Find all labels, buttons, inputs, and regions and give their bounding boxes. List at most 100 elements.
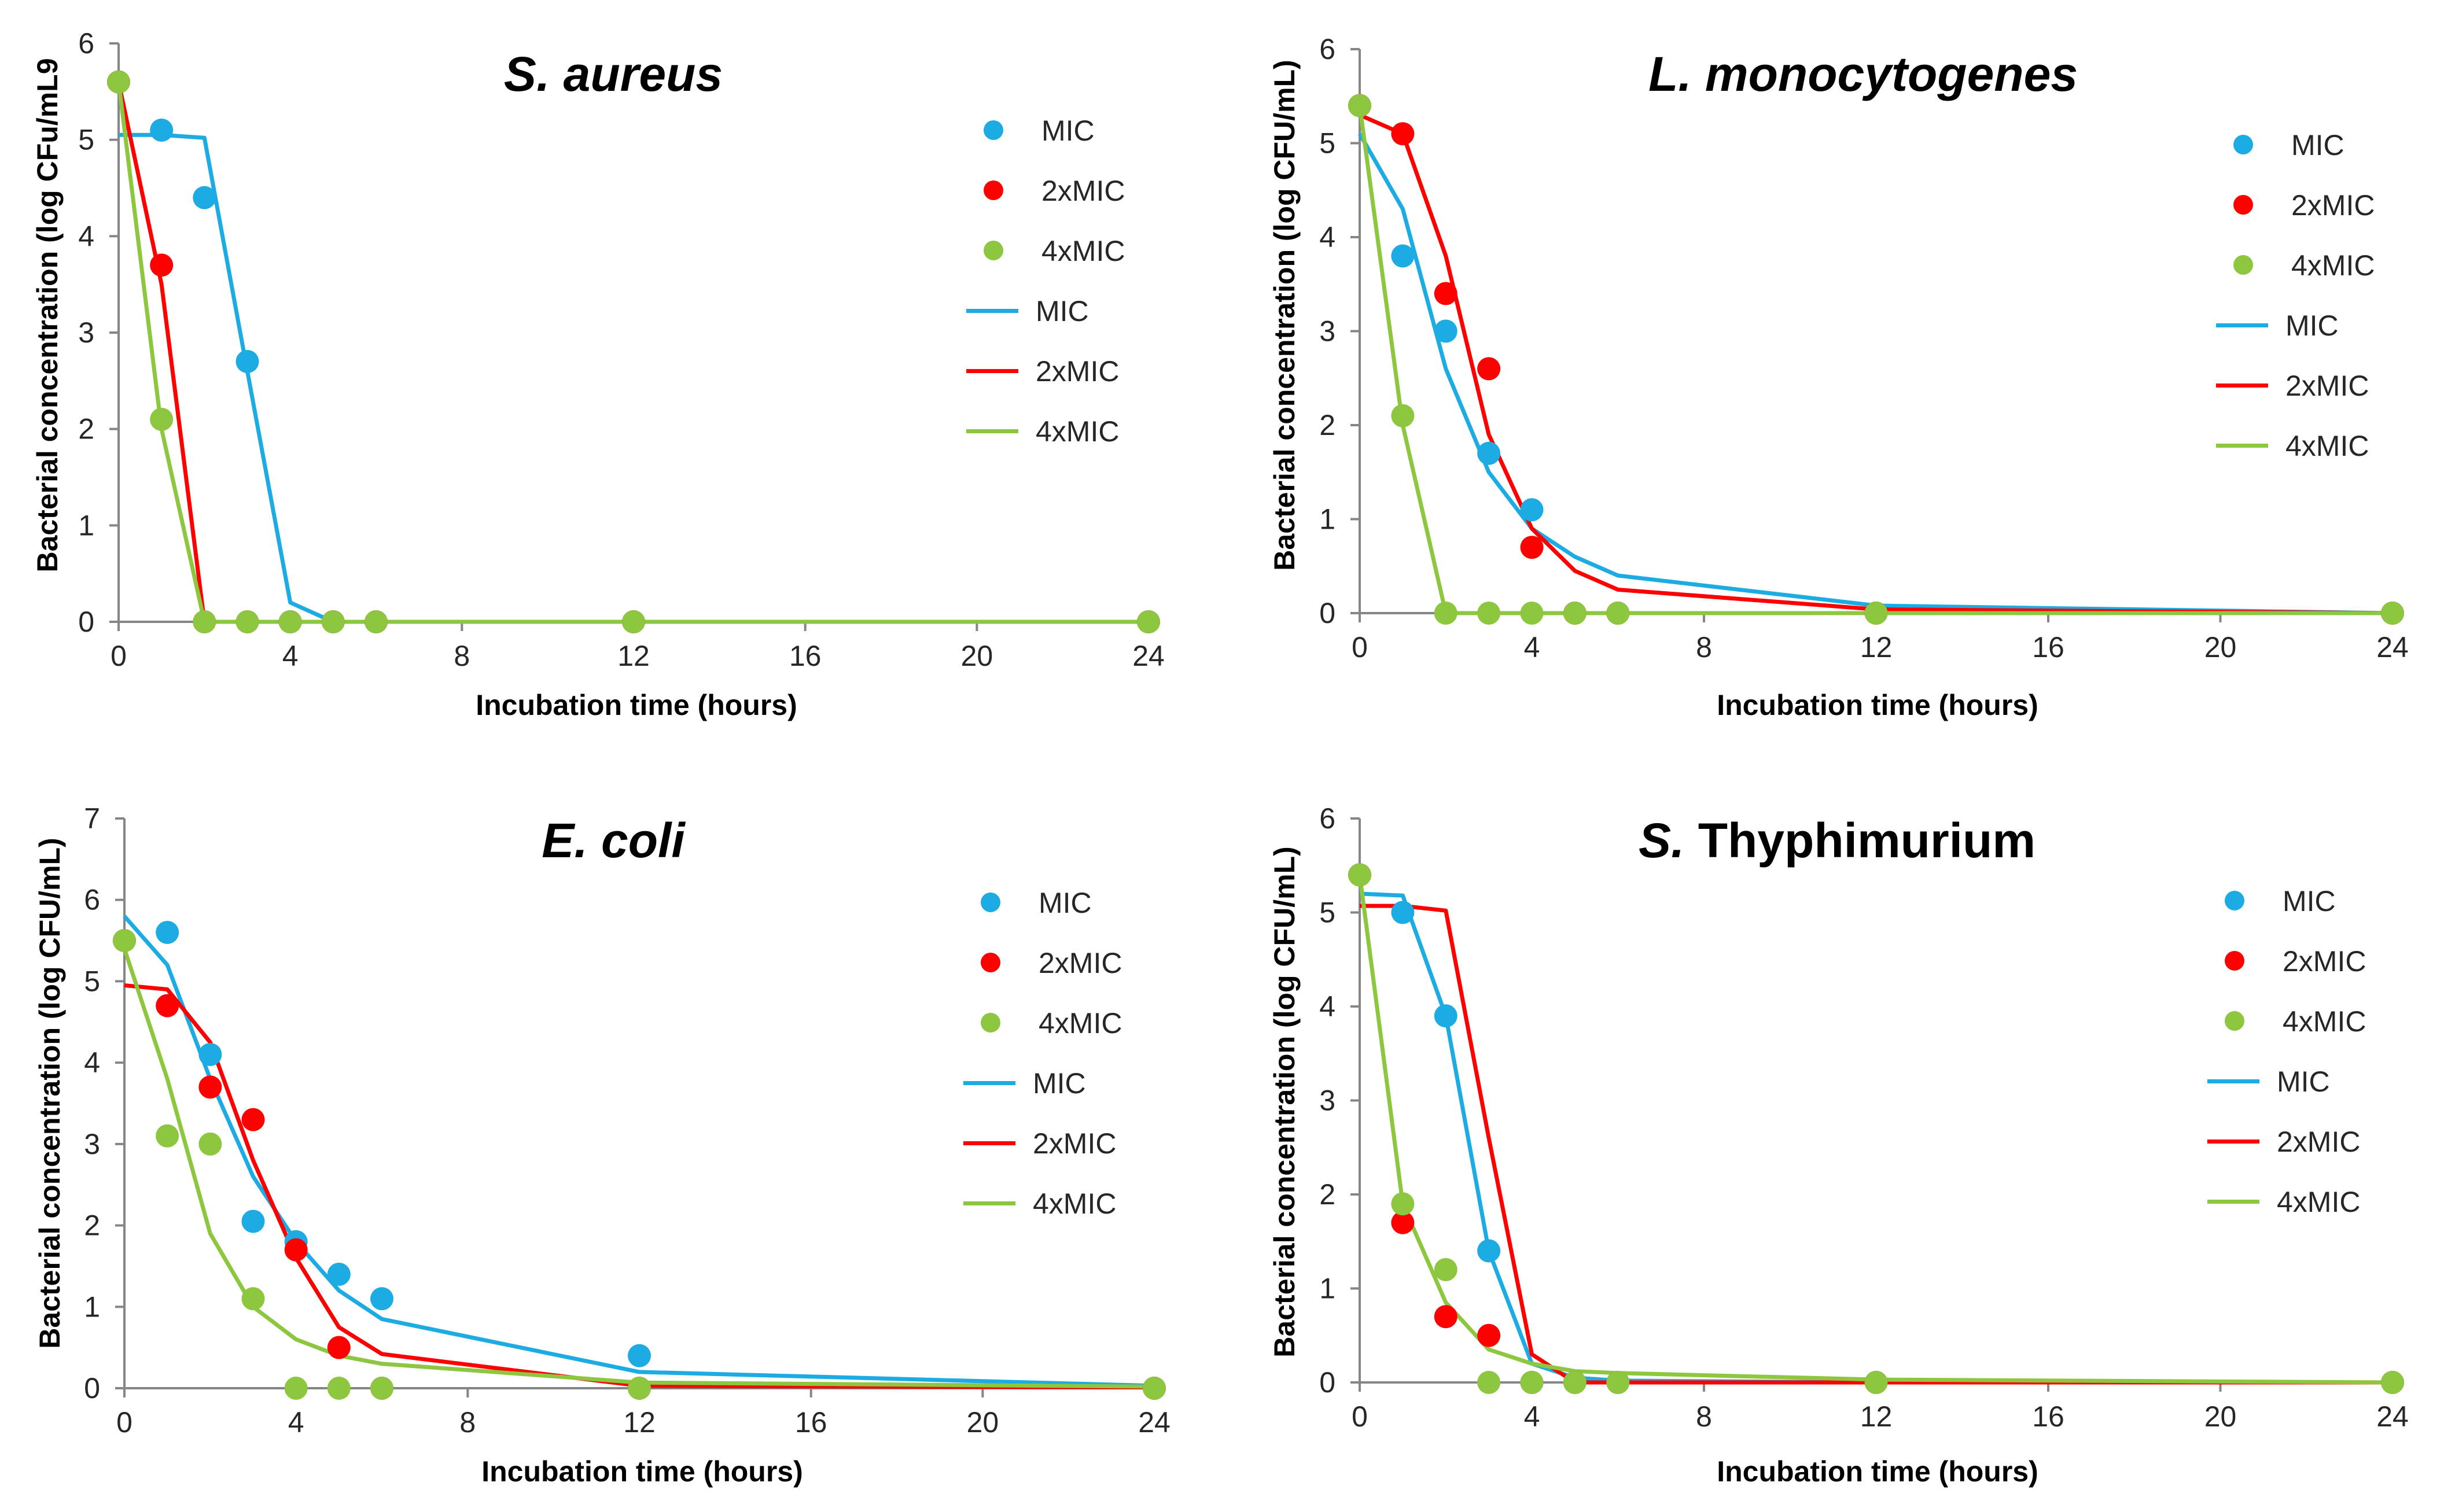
y-tick-label: 1	[84, 1290, 100, 1323]
legend-label: 4xMIC	[2277, 1186, 2361, 1218]
x-axis-label: Incubation time (hours)	[1717, 1455, 2038, 1488]
data-point-mic	[1391, 901, 1415, 924]
legend-item-line-mic: MIC	[2216, 308, 2424, 342]
legend-line-swatch	[963, 1081, 1015, 1085]
y-tick-label: 6	[78, 27, 94, 60]
data-point-4xmic	[198, 1132, 222, 1156]
legend-item-point-2xmic: 2xMIC	[2207, 943, 2416, 978]
y-tick-label: 2	[78, 413, 94, 445]
x-tick-label: 20	[2204, 1400, 2237, 1433]
y-axis-label: Bacterial concentration (log CFU/mL)	[1268, 846, 1301, 1358]
y-tick-label: 6	[1319, 802, 1335, 835]
data-point-4xmic	[1434, 602, 1457, 625]
data-point-4xmic	[1143, 1377, 1166, 1400]
x-tick-label: 24	[2376, 1400, 2409, 1433]
chart-title: S. aureus	[504, 46, 723, 102]
y-tick-label: 7	[84, 802, 100, 835]
data-point-4xmic	[622, 610, 645, 633]
chart-title-italic: S.	[1638, 813, 1685, 868]
y-axis-label: Bacterial concentration (log CFU/mL)	[1268, 60, 1301, 571]
x-tick-label: 4	[1524, 631, 1540, 663]
data-point-2xmic	[284, 1238, 308, 1262]
data-point-2xmic	[1477, 357, 1501, 381]
y-tick-label: 4	[1319, 990, 1335, 1023]
data-point-2xmic	[198, 1075, 222, 1099]
data-point-2xmic	[156, 994, 179, 1017]
x-tick-label: 12	[1860, 631, 1893, 663]
legend-label: MIC	[1036, 295, 1089, 327]
data-point-2xmic	[241, 1108, 265, 1131]
legend-dot-swatch	[2233, 135, 2253, 154]
y-tick-label: 0	[84, 1372, 100, 1404]
legend-label: 2xMIC	[2285, 370, 2369, 402]
legend-item-point-mic: MIC	[2216, 127, 2424, 162]
legend-line-swatch	[2207, 1079, 2259, 1083]
data-point-mic	[1520, 498, 1544, 522]
chart-title: E. coli	[542, 813, 684, 869]
legend-label: 4xMIC	[1033, 1188, 1117, 1220]
x-tick-label: 16	[2032, 631, 2064, 663]
data-point-4xmic	[193, 610, 216, 633]
y-tick-label: 0	[1319, 597, 1335, 629]
data-point-4xmic	[156, 1124, 179, 1148]
data-point-mic	[150, 119, 174, 142]
data-point-4xmic	[2381, 602, 2404, 625]
legend-label: 4xMIC	[1041, 235, 1125, 267]
y-tick-label: 3	[84, 1128, 100, 1160]
x-tick-label: 12	[623, 1406, 656, 1439]
legend-item-line-4xmic: 4xMIC	[2207, 1184, 2416, 1219]
legend-label: MIC	[2277, 1065, 2330, 1098]
legend-dot-swatch	[984, 120, 1003, 140]
x-tick-label: 8	[1696, 1400, 1712, 1433]
legend-line-swatch	[2207, 1200, 2259, 1204]
data-point-mic	[156, 921, 179, 944]
data-point-4xmic	[321, 610, 345, 633]
data-point-mic	[198, 1043, 222, 1067]
data-point-4xmic	[1520, 1371, 1544, 1394]
x-axis-label: Incubation time (hours)	[1717, 689, 2038, 721]
data-point-4xmic	[1391, 1192, 1415, 1216]
y-tick-label: 5	[1319, 897, 1335, 929]
series-line-4xmic	[122, 948, 1155, 1389]
data-point-mic	[628, 1344, 651, 1367]
data-point-4xmic	[1563, 602, 1587, 625]
x-tick-label: 0	[1352, 1400, 1368, 1433]
legend-label: 2xMIC	[1039, 947, 1122, 979]
series-line-4xmic	[116, 82, 1149, 624]
data-point-mic	[1434, 1004, 1457, 1028]
x-tick-label: 4	[1524, 1400, 1540, 1433]
y-tick-label: 2	[84, 1209, 100, 1242]
series-line-2xmic	[1359, 113, 2393, 615]
data-point-4xmic	[1434, 1258, 1457, 1281]
legend-label: MIC	[2291, 129, 2344, 161]
y-tick-label: 4	[1319, 221, 1335, 253]
y-tick-label: 5	[78, 124, 94, 156]
data-point-4xmic	[365, 610, 388, 633]
data-point-4xmic	[1477, 602, 1501, 625]
data-point-2xmic	[327, 1336, 351, 1359]
data-point-4xmic	[1864, 602, 1888, 625]
chart-panel-s-typhimurium: 0 1 2 3 4 5 6 0 4 8 12 16 20 24 S. Thyphimurium Incub…	[1238, 764, 2442, 1510]
data-point-2xmic	[150, 253, 174, 277]
chart-title-italic: L. monocytogenes	[1648, 47, 2078, 101]
series-line-4xmic	[1357, 105, 2393, 615]
x-tick-label: 16	[2032, 1400, 2064, 1433]
series-line-4xmic	[1357, 875, 2393, 1385]
data-point-2xmic	[1434, 1305, 1457, 1329]
legend-dot-swatch	[2225, 891, 2244, 910]
x-axis-label: Incubation time (hours)	[481, 1455, 803, 1488]
legend-label: 4xMIC	[2283, 1005, 2366, 1038]
y-tick-label: 5	[84, 965, 100, 997]
x-tick-label: 0	[1352, 631, 1368, 663]
x-tick-label: 20	[961, 640, 993, 672]
legend-label: 4xMIC	[1039, 1007, 1122, 1039]
data-point-4xmic	[1348, 94, 1371, 117]
y-tick-label: 2	[1319, 409, 1335, 441]
y-tick-label: 6	[84, 884, 100, 916]
data-point-4xmic	[1606, 602, 1630, 625]
data-point-2xmic	[1391, 122, 1415, 146]
y-tick-label: 6	[1319, 33, 1335, 65]
y-tick-label: 1	[1319, 503, 1335, 536]
